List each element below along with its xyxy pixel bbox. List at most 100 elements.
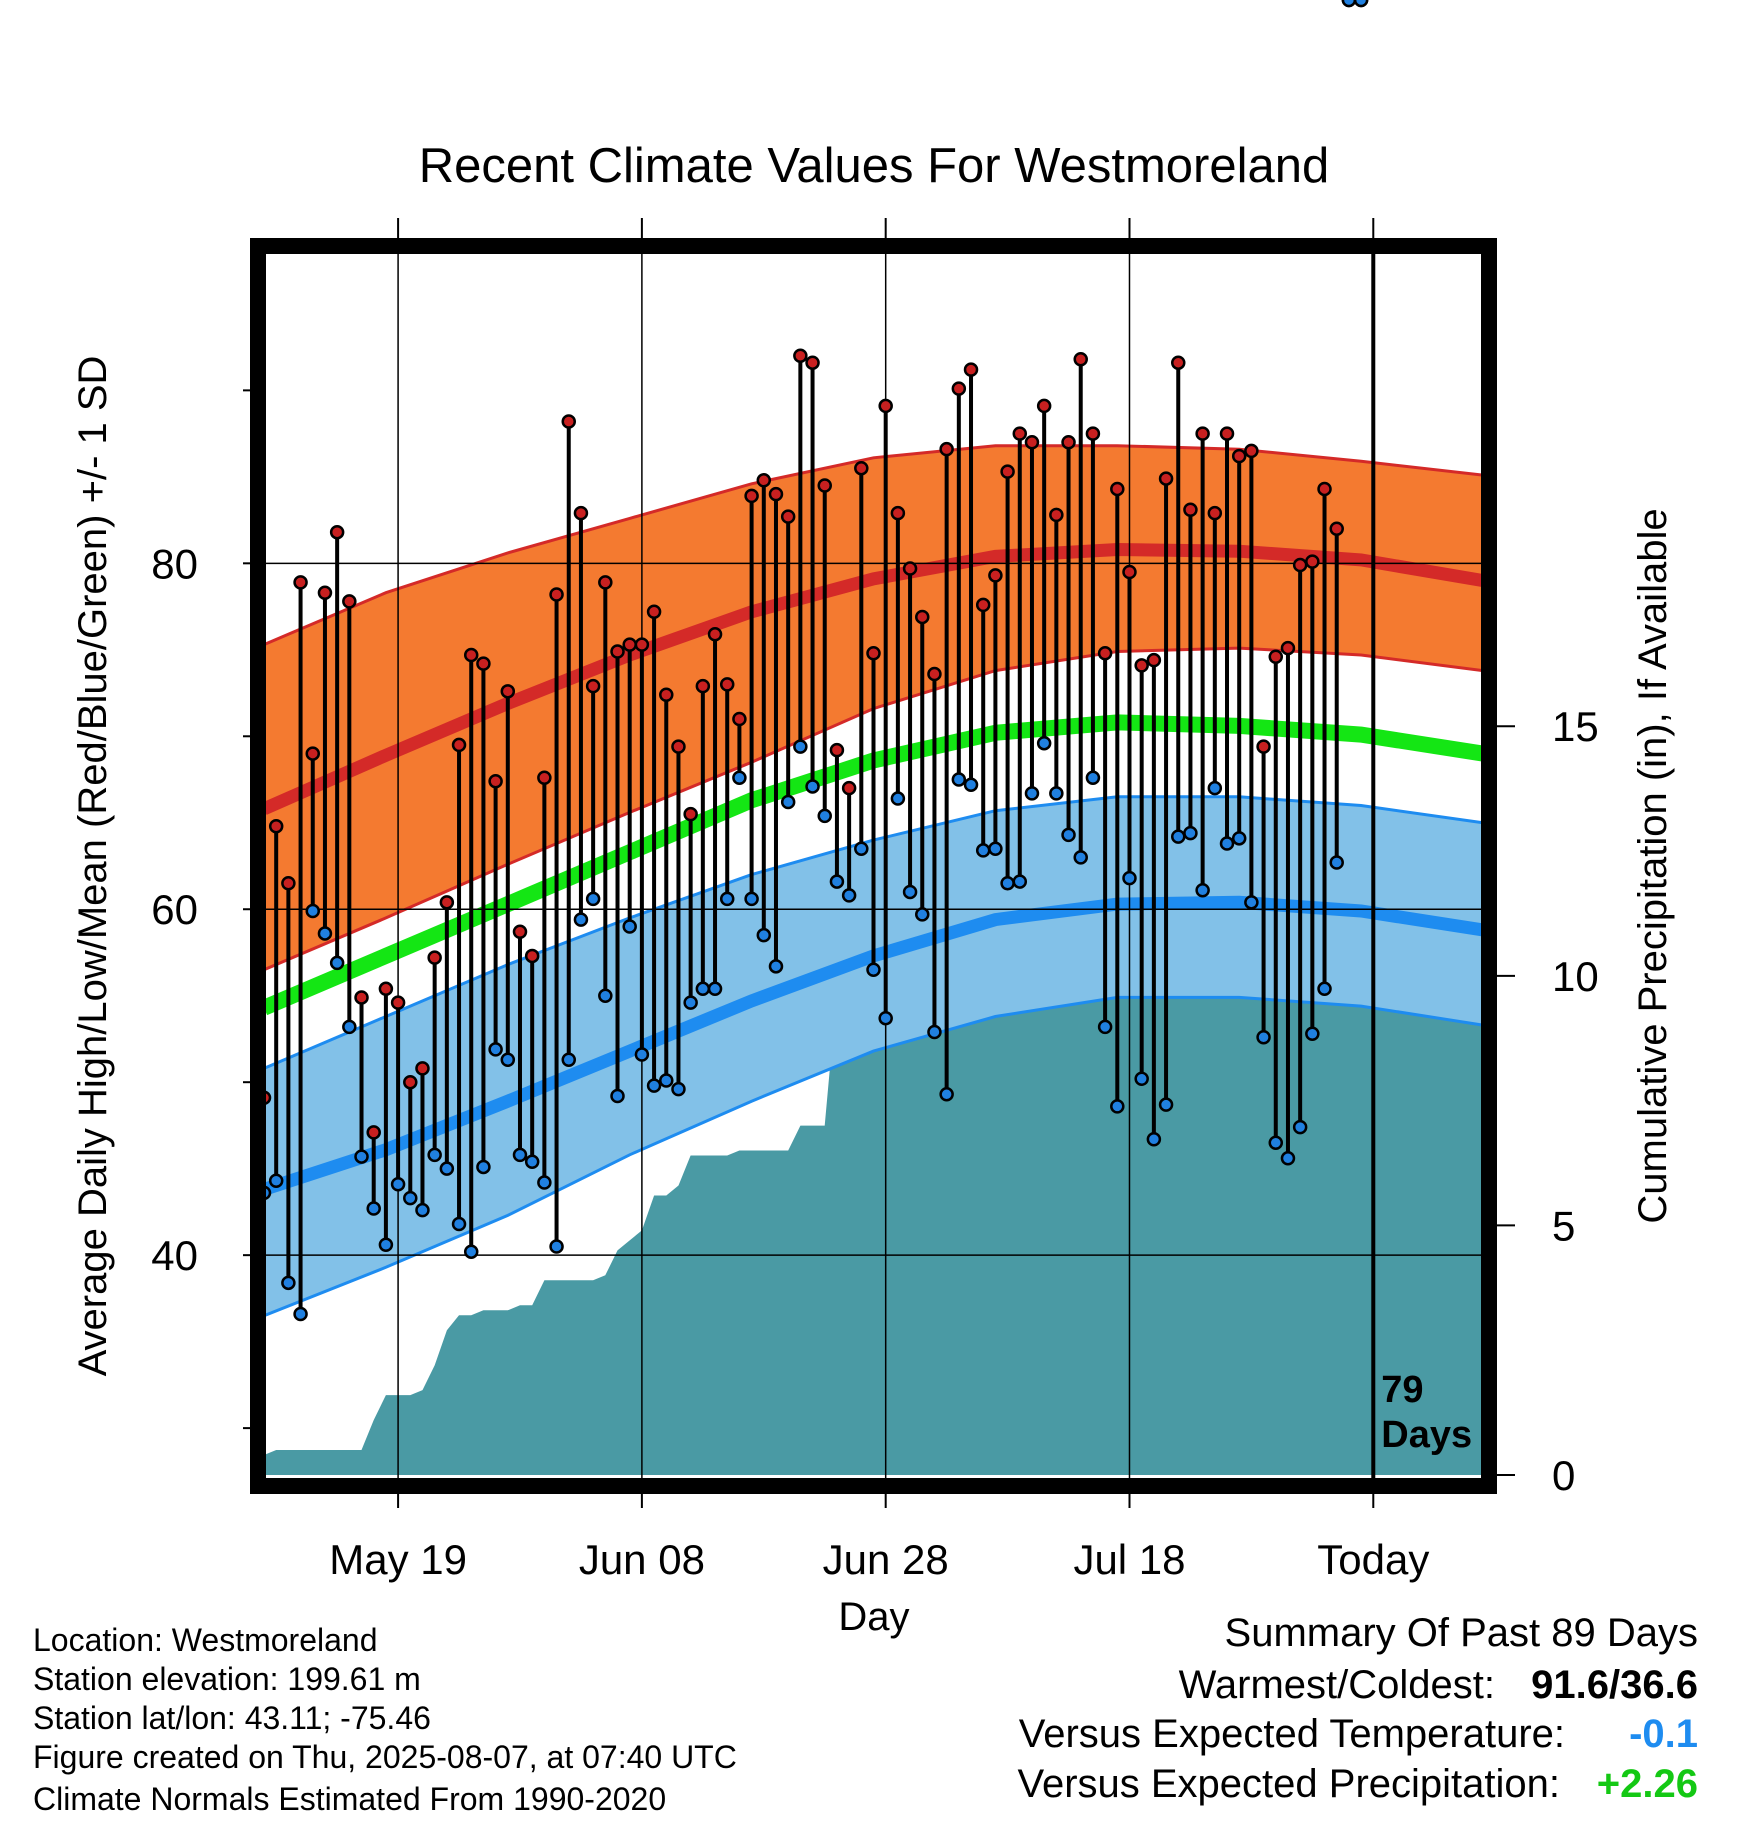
daily-low-point	[793, 739, 808, 754]
daily-high-point	[902, 561, 918, 576]
daily-low-point	[512, 1147, 528, 1163]
daily-low-point	[293, 1306, 308, 1322]
daily-low-point	[1329, 855, 1344, 870]
daily-low-point	[281, 1275, 296, 1291]
daily-high-point	[427, 950, 442, 965]
daily-low-point	[463, 1244, 479, 1259]
daily-low-point	[1195, 882, 1210, 898]
summary-precip-value: +2.26	[1597, 1762, 1698, 1806]
daily-high-point	[1134, 658, 1149, 673]
cumulative-precip-area	[264, 876, 1483, 1475]
daily-high-point	[1061, 435, 1076, 450]
x-axis-label: Day	[838, 1595, 909, 1639]
daily-low-point	[805, 779, 820, 794]
daily-low-point	[1061, 827, 1076, 843]
daily-high-point	[707, 626, 723, 642]
daily-low-point	[439, 1161, 455, 1176]
daily-low-point	[951, 772, 967, 787]
daily-low-point	[305, 903, 321, 919]
daily-high-point	[403, 1074, 418, 1090]
daily-high-point	[366, 1125, 381, 1140]
daily-high-point	[1158, 471, 1174, 486]
info-latlon: Station lat/lon: 43.11; -75.46	[33, 1700, 431, 1736]
daily-high-point	[1012, 426, 1028, 441]
daily-low-point	[817, 808, 832, 824]
daily-high-point	[939, 441, 954, 457]
daily-high-point	[476, 656, 491, 671]
daily-low-point	[1097, 1019, 1113, 1035]
info-location: Location: Westmoreland	[33, 1622, 377, 1658]
daily-high-point	[1207, 505, 1223, 521]
daily-low-point	[1036, 735, 1052, 751]
precipitation-area	[264, 876, 1483, 1475]
daily-low-point	[915, 907, 930, 922]
info-elevation: Station elevation: 199.61 m	[33, 1661, 421, 1697]
today-days-count: 79	[1381, 1369, 1423, 1411]
daily-low-point	[524, 1154, 540, 1170]
daily-high-point	[1280, 640, 1296, 656]
daily-high-point	[390, 995, 406, 1010]
daily-high-point	[610, 644, 625, 659]
daily-high-point	[793, 348, 808, 364]
summary-temp-value: -0.1	[1629, 1712, 1698, 1756]
daily-low-point	[1292, 1119, 1308, 1135]
daily-low-point	[659, 1073, 674, 1088]
daily-high-point	[1183, 502, 1198, 517]
daily-high-point	[1195, 426, 1210, 441]
daily-high-point	[854, 460, 869, 476]
daily-high-point	[378, 981, 394, 997]
daily-high-point	[549, 587, 564, 602]
daily-low-point	[488, 1042, 503, 1057]
daily-high-point	[317, 585, 333, 600]
daily-high-point	[890, 505, 906, 521]
daily-low-point	[1024, 786, 1040, 801]
daily-high-point	[415, 1061, 430, 1076]
daily-high-point	[805, 355, 820, 370]
daily-low-point	[1353, 0, 1369, 8]
daily-high-point	[561, 414, 576, 429]
daily-low-point	[841, 888, 857, 903]
summary-heading: Summary Of Past 89 Days	[1225, 1611, 1698, 1655]
daily-high-point	[963, 362, 979, 377]
daily-high-point	[439, 895, 455, 910]
x-tick-label: May 19	[329, 1536, 467, 1583]
daily-low-point	[732, 770, 747, 786]
daily-high-point	[768, 486, 784, 502]
daily-high-point	[268, 818, 284, 834]
daily-low-point	[329, 955, 345, 971]
daily-low-point	[390, 1176, 406, 1192]
daily-low-point	[756, 927, 772, 943]
daily-low-point	[890, 791, 906, 806]
daily-low-point	[671, 1081, 686, 1097]
y2-tick-label: 15	[1552, 703, 1599, 750]
daily-high-point	[927, 666, 942, 682]
daily-low-point	[975, 843, 991, 858]
daily-low-point	[622, 919, 637, 934]
daily-high-point	[1244, 443, 1259, 459]
daily-dots	[256, 0, 1369, 1322]
daily-high-point	[463, 647, 479, 663]
high-normal-line	[264, 542, 1483, 815]
daily-high-point	[622, 637, 637, 652]
daily-low-point	[988, 841, 1003, 856]
daily-low-point	[1073, 850, 1088, 865]
y-axis-left: 40 60 80	[151, 389, 258, 1430]
daily-low-point	[1341, 0, 1357, 8]
daily-high-point	[1000, 464, 1015, 479]
daily-high-point	[646, 604, 662, 620]
y-tick-label: 40	[151, 1232, 198, 1279]
daily-low-point	[585, 891, 601, 907]
daily-low-point	[415, 1202, 430, 1218]
x-tick-label: Jun 08	[579, 1536, 705, 1583]
daily-low-point	[634, 1047, 650, 1062]
daily-low-point	[476, 1159, 491, 1175]
daily-high-point	[671, 739, 686, 754]
daily-low-point	[878, 1010, 893, 1026]
y-axis-label: Average Daily High/Low/Mean (Red/Blue/Gr…	[71, 356, 115, 1377]
daily-high-point	[732, 711, 747, 727]
daily-high-point	[1049, 507, 1064, 523]
daily-low-point	[1012, 874, 1028, 889]
daily-high-point	[342, 594, 357, 609]
today-days-label: Days	[1381, 1414, 1472, 1456]
